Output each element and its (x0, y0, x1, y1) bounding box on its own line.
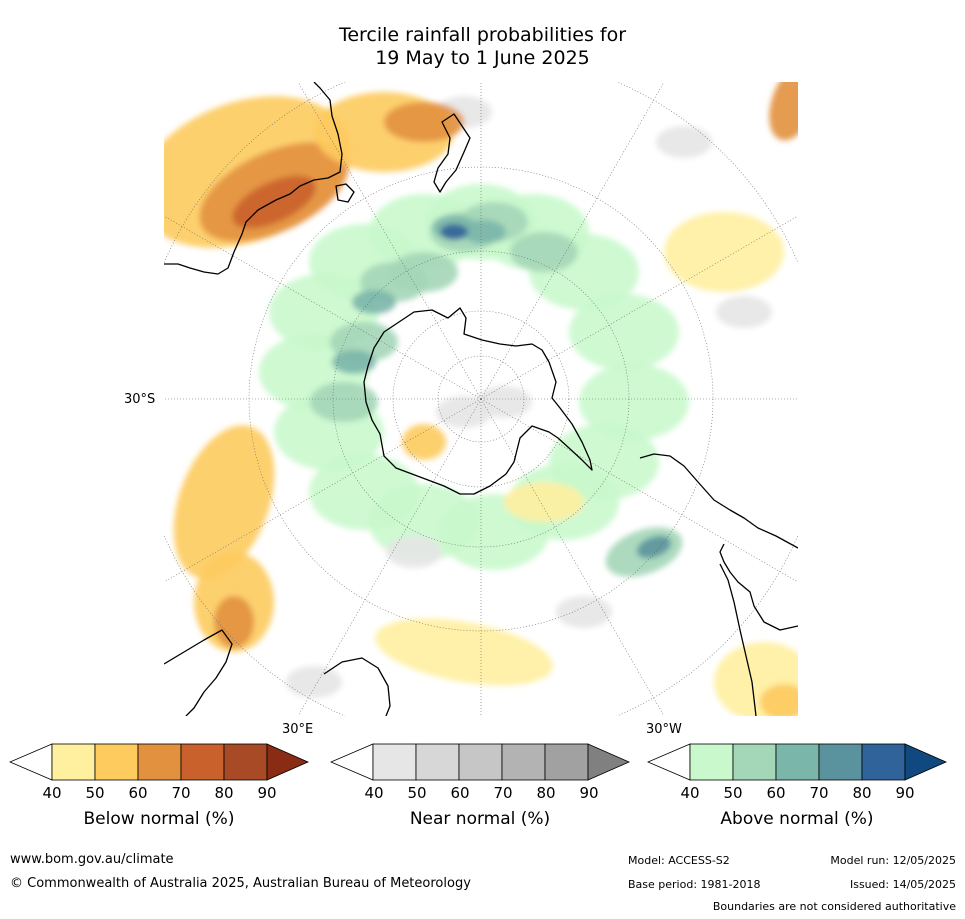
colorbar-below-tick: 90 (257, 784, 277, 802)
madagascar-coastline (323, 657, 391, 716)
colorbar-below-tick: 40 (42, 784, 62, 802)
colorbar-above-tick: 70 (809, 784, 829, 802)
near-normal-area (286, 666, 342, 698)
colorbar-segment (180, 743, 225, 781)
antarctica-coastline (363, 307, 593, 495)
colorbar-segment (689, 743, 734, 781)
colorbar-segment (775, 743, 820, 781)
colorbar-extension-low (647, 743, 691, 781)
colorbar-segment (372, 743, 417, 781)
colorbar-extension-low (330, 743, 374, 781)
colorbar-below-title: Below normal (%) (83, 809, 235, 829)
disclaimer-text: Boundaries are not considered authoritat… (712, 900, 956, 913)
base-period-text: Base period: 1981-2018 (628, 878, 761, 891)
new-zealand-coastline (433, 113, 471, 193)
below-normal-area (402, 424, 446, 460)
above-normal-area (510, 232, 578, 272)
africa-coastline (164, 629, 233, 716)
probability-shading (164, 82, 798, 716)
colorbar-near-tick: 50 (407, 784, 427, 802)
below-normal-area (504, 482, 584, 522)
colorbar-above-tick: 40 (680, 784, 700, 802)
colorbar-extension-low (9, 743, 53, 781)
colorbar-near-tick: 40 (364, 784, 384, 802)
copyright-text: © Commonwealth of Australia 2025, Austra… (10, 876, 471, 891)
graticule (164, 82, 798, 716)
above-normal-area (310, 382, 378, 422)
tasmania-coastline (335, 183, 355, 203)
website-link[interactable]: www.bom.gov.au/climate (10, 852, 174, 867)
near-normal-area (656, 126, 712, 158)
near-normal-area (556, 596, 612, 628)
below-normal-area (173, 425, 275, 579)
colorbar-extension-high (266, 743, 309, 781)
colorbar-segment (223, 743, 268, 781)
below-normal-area (375, 618, 553, 686)
above-normal-area (569, 294, 679, 370)
above-normal-area (462, 220, 506, 244)
colorbar-above-tick: 60 (766, 784, 786, 802)
probability-map (164, 82, 798, 716)
colorbar-segment (137, 743, 182, 781)
colorbar-below-tick: 50 (85, 784, 105, 802)
south-america-coastline (639, 453, 798, 549)
colorbar-above-tick: 80 (852, 784, 872, 802)
colorbar-above-normal (647, 743, 947, 781)
above-normal-area (440, 224, 468, 240)
near-normal-area (476, 386, 532, 418)
longitude-label-30e: 30°E (282, 722, 314, 737)
colorbar-segment (544, 743, 589, 781)
colorbar-below-normal (9, 743, 309, 781)
issued-text: Issued: 14/05/2025 (849, 878, 956, 891)
colorbar-above-title: Above normal (%) (720, 809, 874, 829)
coastlines (164, 82, 798, 716)
colorbar-above-tick: 50 (723, 784, 743, 802)
colorbar-extension-high (904, 743, 947, 781)
above-normal-area (636, 535, 672, 559)
above-normal-area (549, 424, 659, 500)
colorbar-near-tick: 90 (579, 784, 599, 802)
colorbar-below-tick: 70 (171, 784, 191, 802)
colorbar-near-tick: 70 (493, 784, 513, 802)
model-text: Model: ACCESS-S2 (628, 854, 730, 867)
above-normal-area (579, 364, 689, 440)
above-normal-area (332, 350, 376, 374)
model-run-text: Model run: 12/05/2025 (830, 854, 956, 867)
south-america-south-coastline (719, 563, 757, 716)
colorbar-segment (51, 743, 96, 781)
above-normal-area (352, 290, 396, 314)
colorbar-near-tick: 60 (450, 784, 470, 802)
below-normal-area (384, 102, 464, 142)
below-normal-area (760, 684, 798, 716)
near-normal-area (386, 536, 442, 568)
below-normal-area (214, 596, 254, 648)
south-america-east-coastline (719, 543, 798, 631)
colorbar-near-tick: 80 (536, 784, 556, 802)
colorbar-extension-high (587, 743, 630, 781)
colorbar-segment (458, 743, 503, 781)
colorbar-segment (94, 743, 139, 781)
below-normal-area (664, 212, 784, 292)
map-title-line2: 19 May to 1 June 2025 (375, 47, 590, 69)
colorbar-segment (818, 743, 863, 781)
below-normal-area (769, 82, 798, 141)
colorbar-above-tick: 90 (895, 784, 915, 802)
colorbar-below-tick: 80 (214, 784, 234, 802)
near-normal-area (716, 296, 772, 328)
latitude-label-30s: 30°S (124, 392, 156, 407)
map-title-line1: Tercile rainfall probabilities for (338, 24, 627, 46)
colorbar-segment (732, 743, 777, 781)
colorbar-segment (861, 743, 906, 781)
colorbar-segment (501, 743, 546, 781)
longitude-label-30w: 30°W (646, 722, 682, 737)
colorbar-near-title: Near normal (%) (409, 809, 551, 829)
colorbar-segment (415, 743, 460, 781)
colorbar-below-tick: 60 (128, 784, 148, 802)
australia-coastline (164, 82, 343, 275)
above-normal-area (390, 252, 458, 292)
colorbar-near-normal (330, 743, 630, 781)
